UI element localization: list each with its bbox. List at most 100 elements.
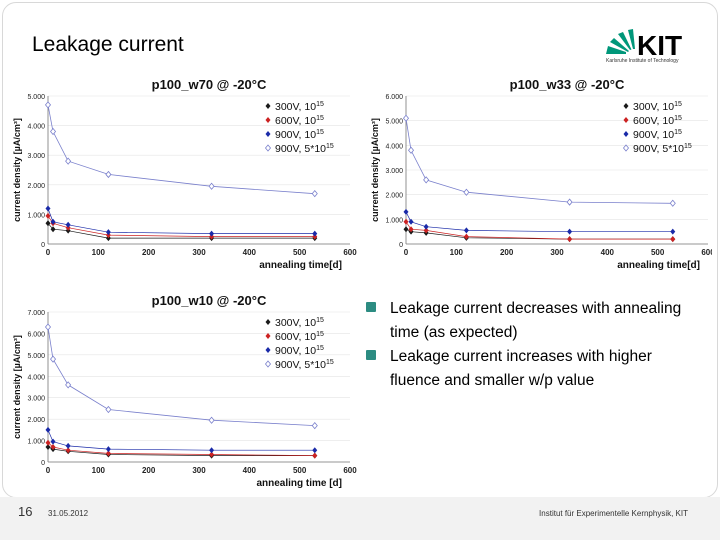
data-point <box>50 355 57 363</box>
data-point <box>312 452 318 459</box>
data-point <box>45 444 51 450</box>
legend-label: 300V, 1015 <box>633 101 682 113</box>
legend-label: 600V, 1015 <box>275 331 324 343</box>
y-tick-label: 1.000 <box>385 217 403 224</box>
chart-w33: p100_w33 @ -20°C 0 1.000 2.000 3.000 4.000 5.0… <box>370 77 712 271</box>
x-tick-label: 300 <box>192 248 206 257</box>
chart-w10: p100_w10 @ -20°C 0 1.000 2.000 3.000 4.000 5.0… <box>12 293 357 489</box>
x-tick-label: 100 <box>92 466 106 475</box>
x-tick-label: 0 <box>404 248 409 257</box>
legend-label: 600V, 1015 <box>275 115 324 127</box>
slide-title: Leakage current <box>32 33 184 56</box>
y-tick-label: 3.000 <box>385 168 403 175</box>
chart-title: p100_w10 @ -20°C <box>152 293 267 308</box>
data-point <box>669 199 676 207</box>
footer-bar <box>0 497 720 540</box>
data-point <box>402 114 410 122</box>
y-tick-label: 3.000 <box>27 396 45 403</box>
logo-subtitle: Karlsruhe Institute of Technology <box>606 58 679 64</box>
data-point <box>567 228 573 235</box>
legend-marker <box>622 144 630 152</box>
y-tick-label: 4.000 <box>27 374 45 381</box>
legend-marker <box>264 144 272 152</box>
data-point <box>65 447 71 454</box>
legend-label: 300V, 1015 <box>275 317 324 329</box>
x-tick-label: 0 <box>46 248 51 257</box>
data-point <box>463 233 469 240</box>
series-line <box>405 118 673 204</box>
data-point <box>408 218 414 225</box>
y-tick-label: 5.000 <box>27 353 45 360</box>
footer-date: 31.05.2012 <box>48 509 89 518</box>
data-point <box>50 226 56 233</box>
x-axis-label: annealing time[d] <box>617 260 700 271</box>
y-tick-label: 2.000 <box>27 417 45 424</box>
y-axis-label: current density [µA/cm³] <box>12 118 22 222</box>
y-axis-label: current density [µA/cm³] <box>12 335 22 439</box>
y-axis-label: current density [µA/cm³] <box>370 118 380 222</box>
data-point <box>423 227 429 234</box>
y-tick-label: 7.000 <box>27 310 45 317</box>
legend-label: 900V, 5*1015 <box>275 359 334 371</box>
data-point <box>403 226 409 233</box>
series-line <box>405 221 673 240</box>
data-point <box>208 182 215 190</box>
data-point <box>566 198 573 206</box>
x-tick-label: 0 <box>46 466 51 475</box>
data-point <box>50 127 57 136</box>
bullet-text: Leakage current increases with higher fl… <box>390 348 652 389</box>
data-point <box>209 451 215 458</box>
legend-label: 900V, 1015 <box>275 129 324 141</box>
legend-marker <box>623 103 629 109</box>
data-point <box>105 170 112 179</box>
data-point <box>423 176 430 184</box>
data-point <box>65 381 72 389</box>
x-tick-label: 500 <box>293 248 307 257</box>
y-tick-label: 1.000 <box>27 439 45 446</box>
series-line <box>47 104 315 195</box>
footer-institute: Institut für Experimentelle Kernphysik, … <box>539 509 688 518</box>
data-point <box>45 220 51 227</box>
data-point <box>105 446 111 453</box>
data-point <box>208 416 215 424</box>
legend-label: 900V, 5*1015 <box>633 143 692 155</box>
series-line <box>47 429 315 451</box>
data-point <box>50 438 56 445</box>
x-axis-label: annealing time[d] <box>259 260 342 271</box>
legend-label: 900V, 5*1015 <box>275 143 334 155</box>
series-line <box>47 326 315 426</box>
bullet-marker-icon <box>366 350 376 360</box>
data-point <box>312 230 318 237</box>
page-number: 16 <box>18 504 33 519</box>
x-tick-label: 300 <box>192 466 206 475</box>
data-point <box>403 218 409 225</box>
legend-label: 900V, 1015 <box>275 345 324 357</box>
data-point <box>45 426 51 433</box>
data-point <box>44 323 52 331</box>
data-point <box>670 228 676 235</box>
y-tick-label: 5.000 <box>385 119 403 126</box>
x-tick-label: 200 <box>500 248 514 257</box>
data-point <box>65 157 72 165</box>
data-point <box>105 450 111 457</box>
x-tick-label: 200 <box>142 248 156 257</box>
series-line <box>47 442 315 456</box>
data-point <box>463 188 470 196</box>
x-tick-label: 400 <box>243 248 257 257</box>
data-point <box>65 221 71 228</box>
kit-logo: KIT <box>606 29 682 61</box>
data-point <box>312 447 318 454</box>
data-point <box>44 101 52 109</box>
legend-marker <box>265 347 271 353</box>
legend-marker <box>265 117 271 123</box>
bullet-item: Leakage current increases with higher fl… <box>366 345 706 393</box>
y-tick-label: 2.000 <box>27 183 45 190</box>
chart-title: p100_w70 @ -20°C <box>152 77 267 92</box>
data-point <box>45 212 51 219</box>
x-tick-label: 100 <box>450 248 464 257</box>
y-tick-label: 6.000 <box>27 331 45 338</box>
chart-w70: p100_w70 @ -20°C 0 1.000 2.000 3.000 4.000 5.0… <box>12 77 357 271</box>
chart-title: p100_w33 @ -20°C <box>510 77 625 92</box>
y-tick-label: 4.000 <box>385 143 403 150</box>
bullet-list: Leakage current decreases with annealing… <box>366 297 706 393</box>
